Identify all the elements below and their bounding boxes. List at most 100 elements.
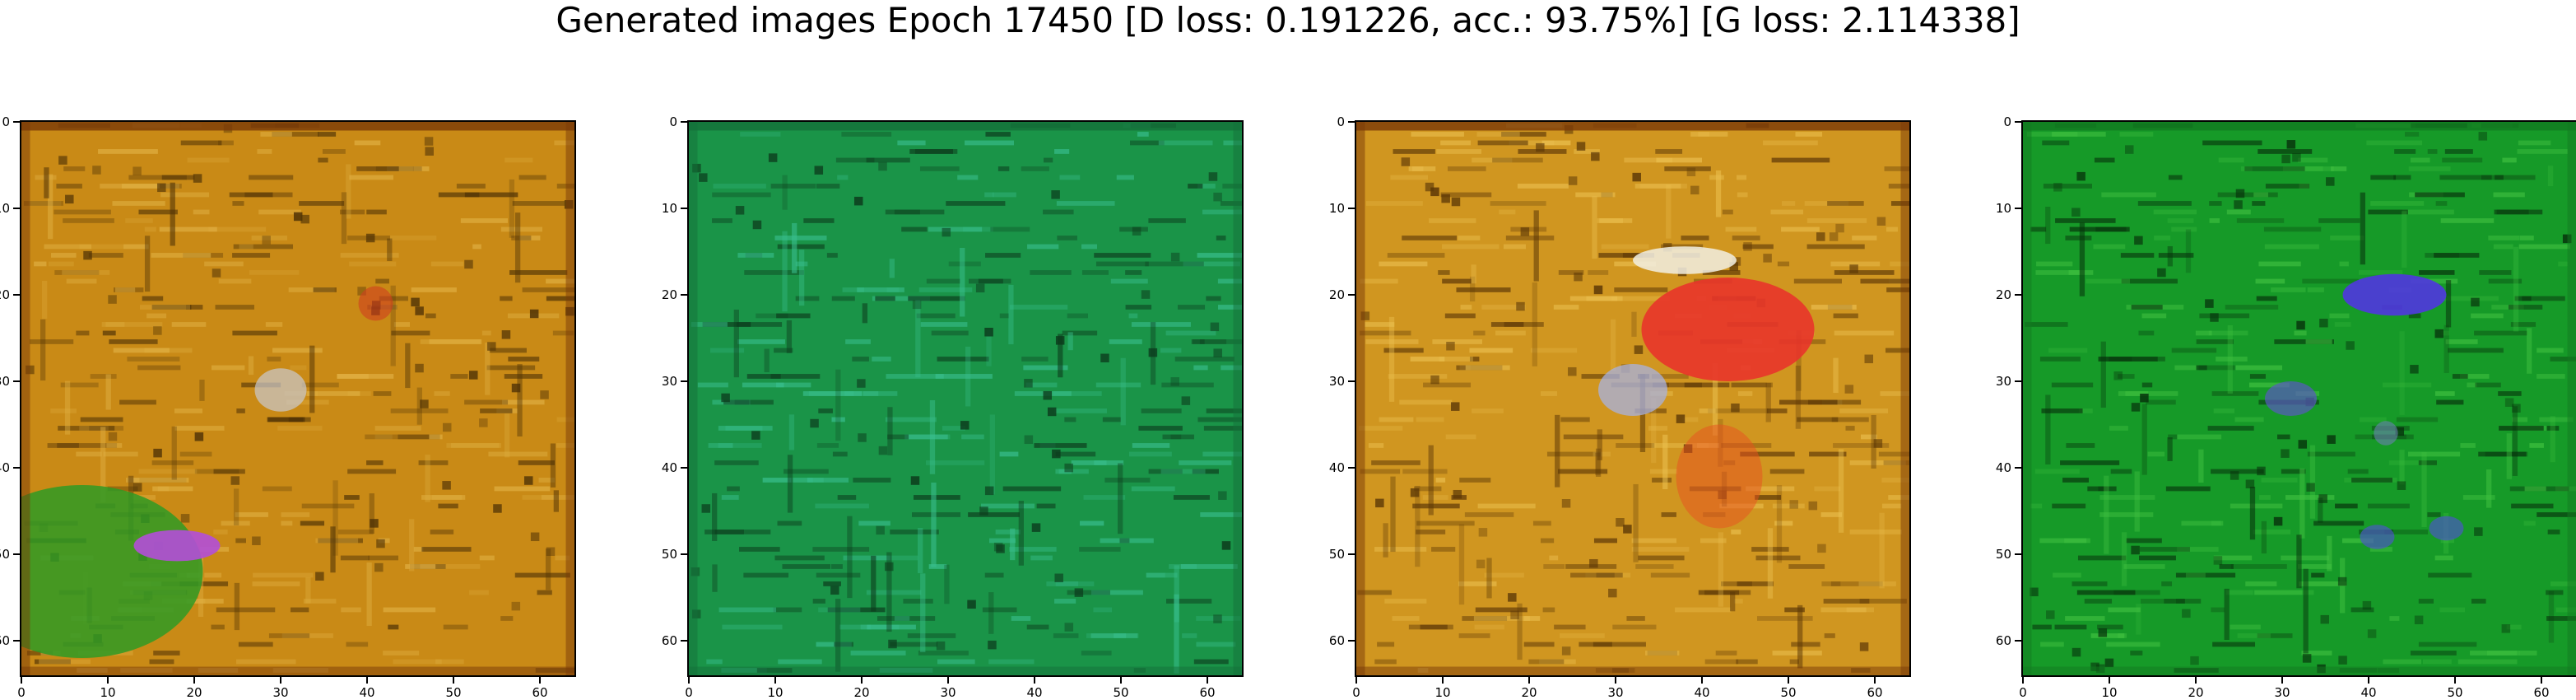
texture-streak: [551, 443, 556, 487]
texture-streak: [218, 141, 234, 146]
texture-streak: [2052, 504, 2085, 509]
texture-streak: [1794, 279, 1842, 284]
y-tick: [1348, 208, 1355, 209]
texture-pixel: [1849, 264, 1858, 273]
texture-streak: [1118, 464, 1123, 534]
texture-streak: [2448, 348, 2504, 353]
texture-streak: [963, 227, 993, 232]
y-tick: [2015, 467, 2021, 469]
texture-streak: [1019, 501, 1024, 566]
x-tick: [1120, 677, 1122, 684]
texture-streak: [803, 218, 834, 223]
texture-streak: [342, 192, 346, 244]
x-tick: [453, 677, 454, 684]
texture-streak: [2525, 487, 2546, 492]
texture-streak: [89, 426, 123, 431]
texture-streak: [1506, 236, 1554, 240]
texture-streak: [1825, 633, 1835, 638]
texture-streak: [2479, 270, 2511, 275]
texture-streak: [936, 374, 993, 379]
texture-streak: [1448, 166, 1486, 171]
texture-streak: [394, 322, 410, 327]
texture-pixel: [442, 481, 451, 490]
texture-streak: [1129, 314, 1138, 319]
texture-streak: [2040, 642, 2064, 647]
texture-streak: [1532, 282, 1537, 366]
texture-streak: [2296, 534, 2301, 588]
texture-pixel: [2415, 616, 2424, 625]
texture-streak: [1145, 262, 1204, 267]
texture-streak: [431, 262, 463, 267]
texture-streak: [1726, 227, 1757, 232]
x-tick: [1701, 677, 1703, 684]
x-tick-label: 10: [91, 685, 124, 700]
texture-streak: [2453, 374, 2468, 379]
texture-streak: [2548, 530, 2560, 534]
texture-streak: [1132, 487, 1175, 492]
x-tick-label: 50: [1772, 685, 1805, 700]
texture-streak: [818, 408, 833, 413]
texture-streak: [2498, 391, 2521, 396]
texture-streak: [812, 547, 869, 552]
texture-streak: [272, 348, 323, 353]
texture-streak: [993, 193, 1016, 198]
texture-streak: [515, 573, 570, 578]
texture-pixel: [2099, 628, 2108, 637]
texture-streak: [2330, 236, 2364, 240]
texture-streak: [1777, 485, 1782, 562]
texture-streak: [2044, 184, 2092, 189]
texture-streak: [783, 175, 788, 210]
texture-streak: [2411, 651, 2457, 656]
texture-streak: [30, 339, 73, 344]
texture-streak: [2394, 149, 2416, 154]
y-tick-label: 60: [0, 633, 10, 648]
texture-streak: [2109, 426, 2128, 431]
texture-streak: [2259, 495, 2271, 500]
y-tick: [13, 121, 20, 123]
texture-streak: [2494, 193, 2525, 198]
texture-streak: [765, 349, 770, 372]
texture-streak: [737, 322, 782, 327]
texture-streak: [2331, 166, 2346, 171]
texture-streak: [65, 381, 70, 435]
texture-streak: [2040, 357, 2081, 362]
texture-streak: [50, 408, 77, 413]
texture-streak: [1360, 469, 1401, 474]
texture-streak: [172, 322, 207, 327]
texture-pixel: [985, 487, 994, 496]
texture-pixel: [1510, 610, 1519, 619]
texture-streak: [1459, 633, 1490, 638]
texture-streak: [2419, 642, 2476, 647]
texture-streak: [267, 357, 281, 362]
texture-streak: [2245, 581, 2276, 586]
texture-streak: [1411, 132, 1463, 137]
texture-streak: [1104, 478, 1150, 483]
x-tick: [2281, 677, 2283, 684]
texture-streak: [1543, 608, 1555, 613]
texture-streak: [1524, 642, 1555, 647]
generated-image-1: [21, 122, 574, 675]
texture-streak: [1718, 532, 1723, 606]
texture-pixel: [876, 526, 885, 535]
texture-streak: [909, 149, 953, 154]
texture-streak: [2138, 201, 2192, 206]
texture-streak: [1486, 558, 1491, 599]
texture-pixel: [967, 600, 976, 609]
texture-streak: [2078, 556, 2126, 561]
texture-streak: [214, 469, 245, 474]
texture-streak: [2294, 331, 2306, 336]
texture-streak: [979, 279, 1003, 284]
texture-streak: [153, 651, 179, 656]
texture-pixel: [1591, 152, 1600, 161]
texture-streak: [2360, 418, 2387, 422]
texture-streak: [2140, 547, 2190, 552]
texture-streak: [837, 175, 848, 180]
texture-pixel: [1877, 217, 1886, 226]
texture-streak: [1054, 149, 1069, 154]
x-tick-label: 20: [178, 685, 211, 700]
texture-pixel: [315, 572, 324, 581]
texture-streak: [1416, 530, 1445, 534]
texture-streak: [253, 581, 300, 586]
texture-streak: [1057, 236, 1077, 240]
texture-streak: [737, 339, 785, 344]
